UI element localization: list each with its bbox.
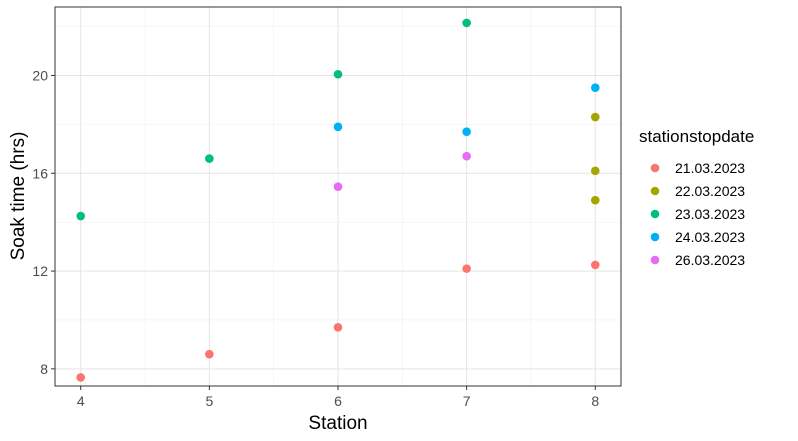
data-point [590,195,600,205]
legend: stationstopdate 21.03.2023 22.03.2023 23.0… [639,127,754,268]
legend-key [650,232,660,242]
data-point [462,151,471,161]
data-point [205,154,214,163]
x-axis-title: Station [308,413,367,434]
data-point [205,349,214,359]
data-point [333,323,343,332]
legend-key [650,255,660,265]
x-tick-label: 5 [205,393,213,409]
legend-key [650,163,660,173]
y-axis: 8 12 16 20 [32,67,55,377]
legend-key [650,209,660,219]
y-tick-label: 12 [32,263,48,279]
data-point [333,122,343,132]
x-tick-label: 4 [77,393,85,409]
legend-key [650,186,660,196]
data-point [590,260,600,270]
data-point [462,127,471,137]
data-point [76,373,86,382]
data-point [76,211,86,221]
legend-label: 21.03.2023 [675,160,745,176]
y-tick-label: 8 [40,361,48,377]
data-point [590,166,600,176]
data-point [333,69,343,79]
y-axis-title: Soak time (hrs) [8,132,29,261]
grid-major [55,7,621,386]
x-axis: 4 5 6 7 8 [77,386,599,409]
data-point [462,264,471,273]
data-points [76,18,600,382]
data-point [333,182,343,192]
legend-label: 22.03.2023 [675,183,745,199]
data-point [590,112,600,122]
y-tick-label: 16 [32,165,48,181]
legend-title: stationstopdate [639,127,754,146]
legend-label: 23.03.2023 [675,206,745,222]
y-tick-label: 20 [32,67,48,83]
legend-label: 24.03.2023 [675,229,745,245]
x-tick-label: 6 [334,393,342,409]
data-point [590,83,600,92]
legend-label: 26.03.2023 [675,252,745,268]
x-tick-label: 8 [591,393,599,409]
data-point [462,18,471,28]
x-tick-label: 7 [463,393,471,409]
